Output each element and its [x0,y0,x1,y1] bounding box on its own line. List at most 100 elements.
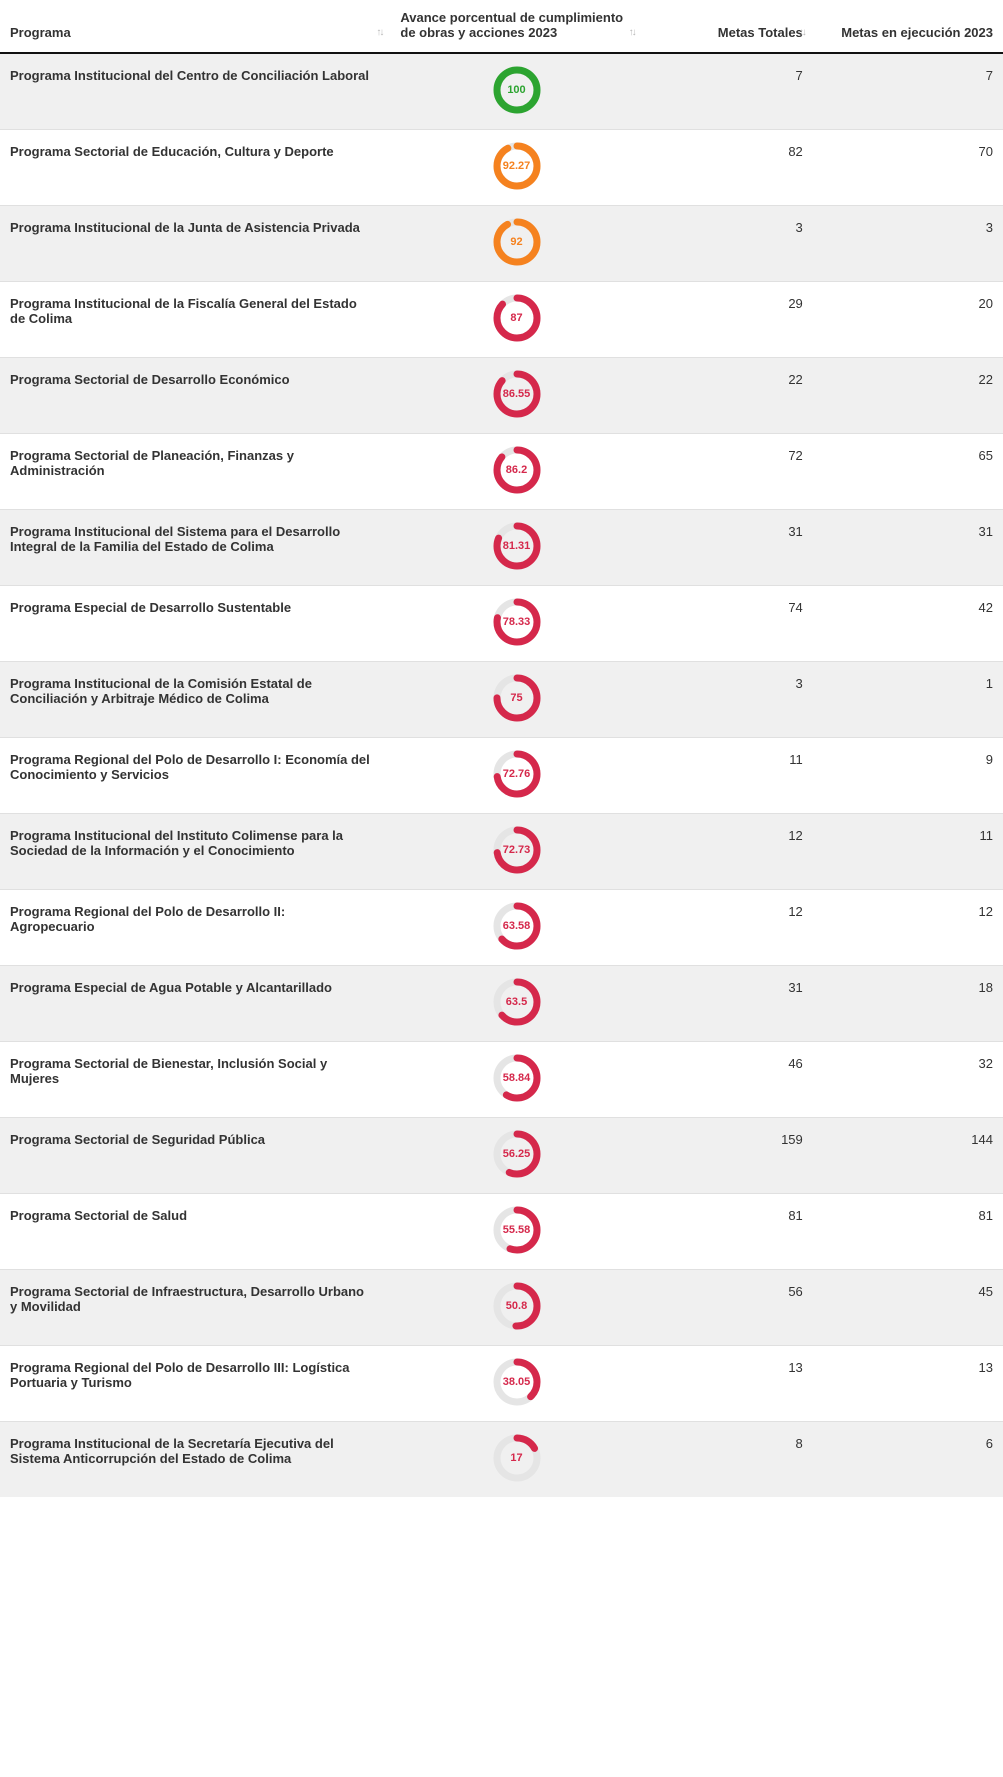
progress-value: 92 [491,216,543,268]
progress-value: 63.58 [491,900,543,952]
col-header-avance[interactable]: Avance porcentual de cumplimiento de obr… [390,0,642,53]
progress-donut: 86.55 [491,368,543,420]
table-row: Programa Institucional de la Junta de As… [0,206,1003,282]
progress-cell: 92.27 [390,130,642,206]
program-name-cell: Programa Regional del Polo de Desarrollo… [0,890,390,966]
metas-ejecucion-cell: 7 [813,53,1003,130]
col-header-label: Metas en ejecución 2023 [841,25,993,40]
metas-ejecucion-cell: 45 [813,1270,1003,1346]
table-row: Programa Regional del Polo de Desarrollo… [0,890,1003,966]
sort-icon[interactable]: ↑↓ [376,27,382,38]
progress-donut: 78.33 [491,596,543,648]
progress-donut: 50.8 [491,1280,543,1332]
progress-cell: 78.33 [390,586,642,662]
metas-ejecucion-cell: 32 [813,1042,1003,1118]
progress-donut: 87 [491,292,543,344]
table-row: Programa Sectorial de Seguridad Pública 5… [0,1118,1003,1194]
program-name-cell: Programa Institucional de la Junta de As… [0,206,390,282]
program-name-cell: Programa Institucional de la Comisión Es… [0,662,390,738]
progress-donut: 75 [491,672,543,724]
program-name-cell: Programa Sectorial de Infraestructura, D… [0,1270,390,1346]
progress-donut: 92 [491,216,543,268]
col-header-label: Avance porcentual de cumplimiento de obr… [400,10,623,40]
progress-donut: 58.84 [491,1052,543,1104]
progress-donut: 72.73 [491,824,543,876]
table-row: Programa Institucional de la Fiscalía Ge… [0,282,1003,358]
progress-cell: 58.84 [390,1042,642,1118]
table-row: Programa Institucional de la Comisión Es… [0,662,1003,738]
progress-donut: 63.5 [491,976,543,1028]
metas-totales-cell: 159 [643,1118,813,1194]
progress-cell: 87 [390,282,642,358]
progress-donut: 100 [491,64,543,116]
col-header-programa[interactable]: Programa ↑↓ [0,0,390,53]
progress-value: 86.2 [491,444,543,496]
metas-totales-cell: 46 [643,1042,813,1118]
progress-value: 38.05 [491,1356,543,1408]
metas-totales-cell: 72 [643,434,813,510]
sort-icon[interactable]: ↑↓ [799,27,805,38]
table-row: Programa Sectorial de Educación, Cultura… [0,130,1003,206]
metas-totales-cell: 31 [643,966,813,1042]
progress-value: 87 [491,292,543,344]
progress-value: 92.27 [491,140,543,192]
metas-ejecucion-cell: 31 [813,510,1003,586]
col-header-label: Programa [10,25,71,40]
metas-ejecucion-cell: 22 [813,358,1003,434]
progress-donut: 92.27 [491,140,543,192]
col-header-ejec: Metas en ejecución 2023 [813,0,1003,53]
progress-cell: 100 [390,53,642,130]
program-name-cell: Programa Especial de Agua Potable y Alca… [0,966,390,1042]
metas-ejecucion-cell: 12 [813,890,1003,966]
col-header-label: Metas Totales [718,25,803,40]
progress-cell: 72.73 [390,814,642,890]
table-header: Programa ↑↓ Avance porcentual de cumplim… [0,0,1003,53]
table-row: Programa Especial de Desarrollo Sustenta… [0,586,1003,662]
progress-cell: 92 [390,206,642,282]
metas-totales-cell: 29 [643,282,813,358]
programs-table: Programa ↑↓ Avance porcentual de cumplim… [0,0,1003,1497]
metas-ejecucion-cell: 65 [813,434,1003,510]
progress-value: 50.8 [491,1280,543,1332]
table-row: Programa Regional del Polo de Desarrollo… [0,738,1003,814]
metas-totales-cell: 12 [643,814,813,890]
progress-cell: 86.2 [390,434,642,510]
progress-value: 100 [491,64,543,116]
metas-ejecucion-cell: 42 [813,586,1003,662]
program-name-cell: Programa Regional del Polo de Desarrollo… [0,1346,390,1422]
table-row: Programa Sectorial de Desarrollo Económi… [0,358,1003,434]
program-name-cell: Programa Institucional de la Secretaría … [0,1422,390,1498]
metas-totales-cell: 11 [643,738,813,814]
metas-ejecucion-cell: 11 [813,814,1003,890]
program-name-cell: Programa Sectorial de Salud [0,1194,390,1270]
metas-ejecucion-cell: 18 [813,966,1003,1042]
metas-totales-cell: 13 [643,1346,813,1422]
progress-cell: 86.55 [390,358,642,434]
sort-icon[interactable]: ↑↓ [629,27,635,38]
program-name-cell: Programa Institucional de la Fiscalía Ge… [0,282,390,358]
progress-cell: 38.05 [390,1346,642,1422]
metas-ejecucion-cell: 6 [813,1422,1003,1498]
progress-cell: 56.25 [390,1118,642,1194]
progress-value: 72.76 [491,748,543,800]
progress-donut: 63.58 [491,900,543,952]
progress-donut: 86.2 [491,444,543,496]
progress-donut: 55.58 [491,1204,543,1256]
table-row: Programa Sectorial de Bienestar, Inclusi… [0,1042,1003,1118]
metas-totales-cell: 56 [643,1270,813,1346]
metas-ejecucion-cell: 144 [813,1118,1003,1194]
program-name-cell: Programa Sectorial de Seguridad Pública [0,1118,390,1194]
metas-ejecucion-cell: 20 [813,282,1003,358]
progress-value: 63.5 [491,976,543,1028]
table-row: Programa Sectorial de Salud55.588181 [0,1194,1003,1270]
table-body: Programa Institucional del Centro de Con… [0,53,1003,1497]
program-name-cell: Programa Institucional del Instituto Col… [0,814,390,890]
metas-totales-cell: 81 [643,1194,813,1270]
table-row: Programa Institucional del Centro de Con… [0,53,1003,130]
progress-value: 55.58 [491,1204,543,1256]
progress-value: 56.25 [491,1128,543,1180]
col-header-totales[interactable]: Metas Totales ↑↓ [643,0,813,53]
progress-value: 75 [491,672,543,724]
program-name-cell: Programa Institucional del Sistema para … [0,510,390,586]
table-row: Programa Sectorial de Infraestructura, D… [0,1270,1003,1346]
